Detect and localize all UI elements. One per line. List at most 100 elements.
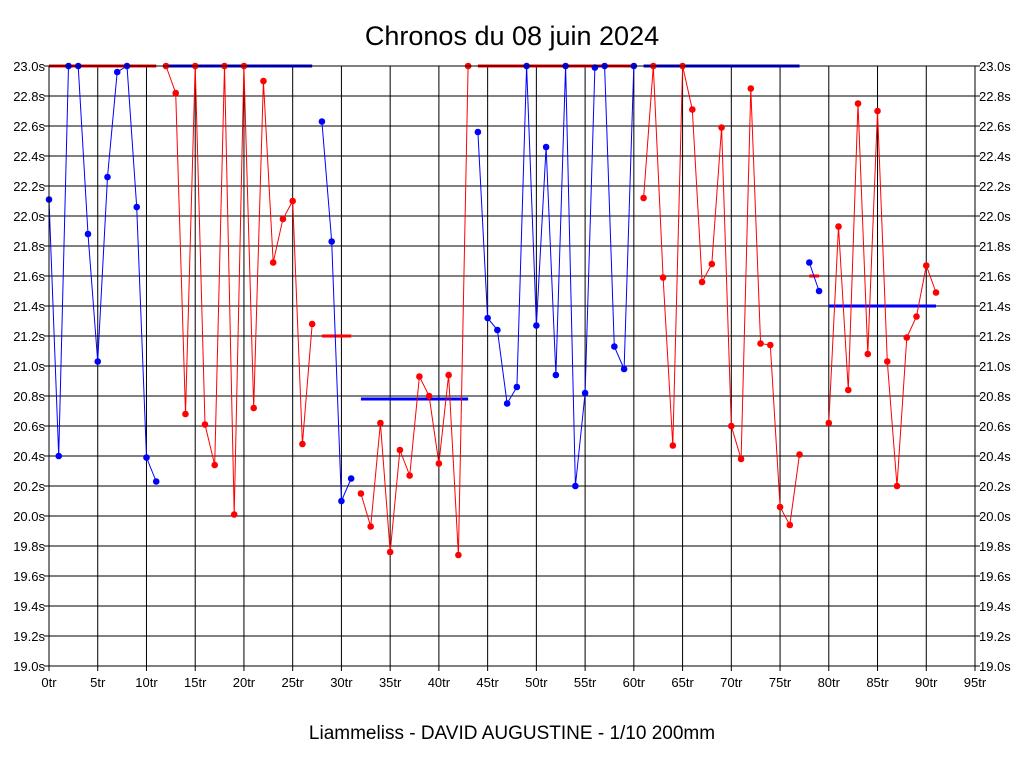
lap-point-82 xyxy=(844,386,852,394)
y-tick-label-left-19: 22.8s xyxy=(13,89,45,104)
x-tick-label-17: 85tr xyxy=(866,675,889,690)
y-tick-label-left-2: 19.4s xyxy=(13,599,45,614)
lap-point-72 xyxy=(747,85,755,92)
lap-point-89 xyxy=(913,313,920,320)
lap-point-88 xyxy=(903,334,911,341)
lap-point-48 xyxy=(513,383,521,391)
x-tick-label-2: 10tr xyxy=(135,675,158,690)
series-line-stint-8 xyxy=(828,103,937,487)
lap-point-56 xyxy=(591,64,599,71)
series-stint-5 xyxy=(474,62,638,490)
x-tick-label-15: 75tr xyxy=(769,675,792,690)
lap-point-70 xyxy=(728,422,735,430)
lap-point-7 xyxy=(113,68,121,76)
y-tick-label-right-2: 19.4s xyxy=(979,599,1011,614)
lap-point-13 xyxy=(172,89,180,97)
series-stint-4 xyxy=(357,62,472,559)
x-tick-label-9: 45tr xyxy=(476,675,499,690)
y-tick-label-left-13: 21.6s xyxy=(13,269,45,284)
series-line-stint-3 xyxy=(321,121,352,502)
lap-point-47 xyxy=(503,400,511,407)
x-tick-label-10: 50tr xyxy=(525,675,548,690)
y-tick-label-left-8: 20.6s xyxy=(13,419,45,434)
lap-point-87 xyxy=(893,482,901,490)
lap-point-77 xyxy=(796,451,803,458)
y-tick-label-right-6: 20.2s xyxy=(979,479,1011,494)
lap-point-25 xyxy=(289,197,296,205)
lap-point-61 xyxy=(640,194,647,202)
lap-point-11 xyxy=(152,478,160,485)
y-tick-label-left-20: 23.0s xyxy=(13,59,45,74)
x-tick-label-12: 60tr xyxy=(623,675,646,690)
y-tick-label-right-20: 23.0s xyxy=(979,59,1011,74)
lap-point-78 xyxy=(805,259,813,266)
lap-point-1 xyxy=(55,452,63,460)
chart-subtitle: Liammeliss - DAVID AUGUSTINE - 1/10 200m… xyxy=(309,723,715,744)
lap-point-31 xyxy=(347,475,355,482)
lap-point-38 xyxy=(416,373,423,380)
lap-point-81 xyxy=(835,223,842,230)
lap-point-80 xyxy=(825,419,833,427)
y-tick-label-right-16: 22.2s xyxy=(979,179,1011,194)
lap-point-33 xyxy=(367,523,374,530)
lap-point-59 xyxy=(620,365,628,373)
lap-point-55 xyxy=(581,389,589,397)
lap-point-28 xyxy=(318,118,326,125)
x-tick-label-8: 40tr xyxy=(428,675,451,690)
lap-point-6 xyxy=(104,173,111,181)
y-tick-label-left-5: 20.0s xyxy=(13,509,45,524)
x-tick-label-4: 20tr xyxy=(233,675,256,690)
series-stint-2 xyxy=(162,62,316,518)
lap-point-27 xyxy=(308,320,316,328)
y-tick-label-right-5: 20.0s xyxy=(979,509,1011,524)
lap-point-64 xyxy=(669,442,677,449)
y-tick-label-right-8: 20.6s xyxy=(979,419,1011,434)
y-tick-label-left-9: 20.8s xyxy=(13,389,45,404)
lap-point-19 xyxy=(230,511,238,518)
x-tick-label-18: 90tr xyxy=(915,675,938,690)
x-tick-label-19: 95tr xyxy=(964,675,987,690)
lap-point-24 xyxy=(279,215,287,223)
lap-point-21 xyxy=(250,404,257,412)
y-tick-label-left-0: 19.0s xyxy=(13,659,45,674)
y-tick-label-left-4: 19.8s xyxy=(13,539,45,554)
lap-point-14 xyxy=(182,410,189,418)
lap-point-85 xyxy=(874,107,881,115)
lap-point-73 xyxy=(757,340,764,347)
lap-point-23 xyxy=(269,259,277,266)
y-tick-label-left-1: 19.2s xyxy=(13,629,45,644)
lap-point-35 xyxy=(386,548,394,556)
lap-point-17 xyxy=(211,461,219,469)
lap-point-22 xyxy=(260,77,267,85)
lap-point-5 xyxy=(94,358,102,365)
lap-point-63 xyxy=(659,274,667,281)
lap-point-10 xyxy=(143,454,150,461)
y-tick-label-right-14: 21.8s xyxy=(979,239,1011,254)
lap-point-83 xyxy=(854,100,862,107)
y-tick-label-left-6: 20.2s xyxy=(13,479,45,494)
series-stint-6 xyxy=(640,62,803,529)
plot-frame xyxy=(48,65,976,667)
y-tick-label-right-9: 20.8s xyxy=(979,389,1011,404)
y-tick-label-left-18: 22.6s xyxy=(13,119,45,134)
x-tick-label-3: 15tr xyxy=(184,675,207,690)
axis-tick-labels: 0tr 5tr 10tr 15tr 20tr 25tr 30tr 35tr 40tr 45tr 50… xyxy=(13,59,1011,690)
lap-point-75 xyxy=(776,503,784,511)
lap-point-37 xyxy=(406,472,413,479)
lap-point-41 xyxy=(445,371,452,379)
y-tick-label-right-19: 22.8s xyxy=(979,89,1011,104)
x-tick-label-13: 65tr xyxy=(671,675,694,690)
x-tick-label-1: 5tr xyxy=(90,675,106,690)
lap-point-69 xyxy=(718,124,725,131)
x-tick-label-11: 55tr xyxy=(574,675,597,690)
x-tick-label-5: 25tr xyxy=(281,675,304,690)
lap-point-74 xyxy=(767,341,774,349)
y-tick-label-left-17: 22.4s xyxy=(13,149,45,164)
lap-point-16 xyxy=(201,421,209,428)
y-tick-label-right-1: 19.2s xyxy=(979,629,1011,644)
x-tick-label-0: 0tr xyxy=(41,675,57,690)
x-tick-label-7: 35tr xyxy=(379,675,402,690)
y-tick-label-right-3: 19.6s xyxy=(979,569,1011,584)
